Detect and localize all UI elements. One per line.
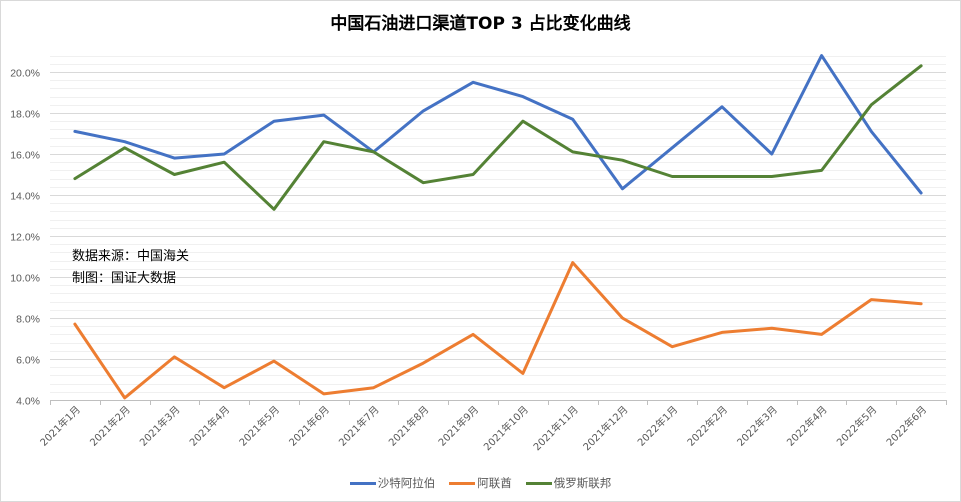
- x-axis-tick-label: 2021年7月: [336, 403, 382, 449]
- x-axis-tick-label: 2021年11月: [530, 403, 580, 453]
- legend-label: 俄罗斯联邦: [553, 476, 612, 490]
- x-axis-tick-label: 2022年5月: [834, 403, 880, 449]
- x-axis-tick-label: 2021年6月: [286, 403, 332, 449]
- legend-swatch-line-icon: [525, 481, 552, 485]
- y-axis-tick-label: 12.0%: [10, 232, 40, 244]
- y-axis-tick-label: 4.0%: [16, 396, 40, 408]
- x-axis-tick-label: 2021年12月: [580, 403, 630, 453]
- x-axis-tick-label: 2022年1月: [635, 403, 681, 449]
- chart-author-note: 制图：国证大数据: [72, 271, 177, 286]
- x-axis-tick-label: 2021年9月: [435, 403, 481, 449]
- x-axis-tick-label: 2022年4月: [784, 403, 830, 449]
- x-axis-tick-label: 2021年3月: [137, 403, 183, 449]
- x-axis-tick-label: 2022年6月: [883, 403, 929, 449]
- legend-swatch-line-icon: [349, 481, 376, 485]
- chart-title: 中国石油进口渠道TOP 3 占比变化曲线: [330, 14, 631, 34]
- x-axis-tick-label: 2021年10月: [481, 403, 531, 453]
- legend-swatch-line-icon: [449, 481, 476, 485]
- y-axis-tick-label: 18.0%: [10, 109, 40, 121]
- y-axis-tick-label: 20.0%: [10, 68, 40, 80]
- legend-item-uae[interactable]: 阿联酋: [449, 475, 512, 491]
- y-axis-tick-label: 16.0%: [10, 150, 40, 162]
- legend-item-saudi-arabia[interactable]: 沙特阿拉伯: [349, 475, 436, 491]
- chart-legend: 沙特阿拉伯 阿联酋 俄罗斯联邦: [0, 475, 961, 491]
- x-axis-tick-label: 2022年3月: [734, 403, 780, 449]
- x-axis-tick-label: 2021年1月: [37, 403, 83, 449]
- series-line: [73, 64, 923, 211]
- series-line: [73, 54, 923, 195]
- y-axis-tick-label: 14.0%: [10, 191, 40, 203]
- series-line: [73, 261, 923, 400]
- x-axis-tick-label: 2021年2月: [87, 403, 133, 449]
- x-axis-tick-label: 2021年5月: [236, 403, 282, 449]
- legend-label: 沙特阿拉伯: [377, 476, 436, 490]
- y-axis-tick-label: 6.0%: [16, 355, 40, 367]
- y-axis-tick-label: 10.0%: [10, 273, 40, 285]
- data-source-note: 数据来源：中国海关: [72, 249, 190, 264]
- legend-item-russia[interactable]: 俄罗斯联邦: [525, 475, 612, 491]
- legend-label: 阿联酋: [477, 476, 512, 490]
- y-axis-tick-label: 8.0%: [16, 314, 40, 326]
- x-axis-tick-label: 2021年8月: [386, 403, 432, 449]
- x-axis-tick-label: 2022年2月: [684, 403, 730, 449]
- x-axis-tick-label: 2021年4月: [187, 403, 233, 449]
